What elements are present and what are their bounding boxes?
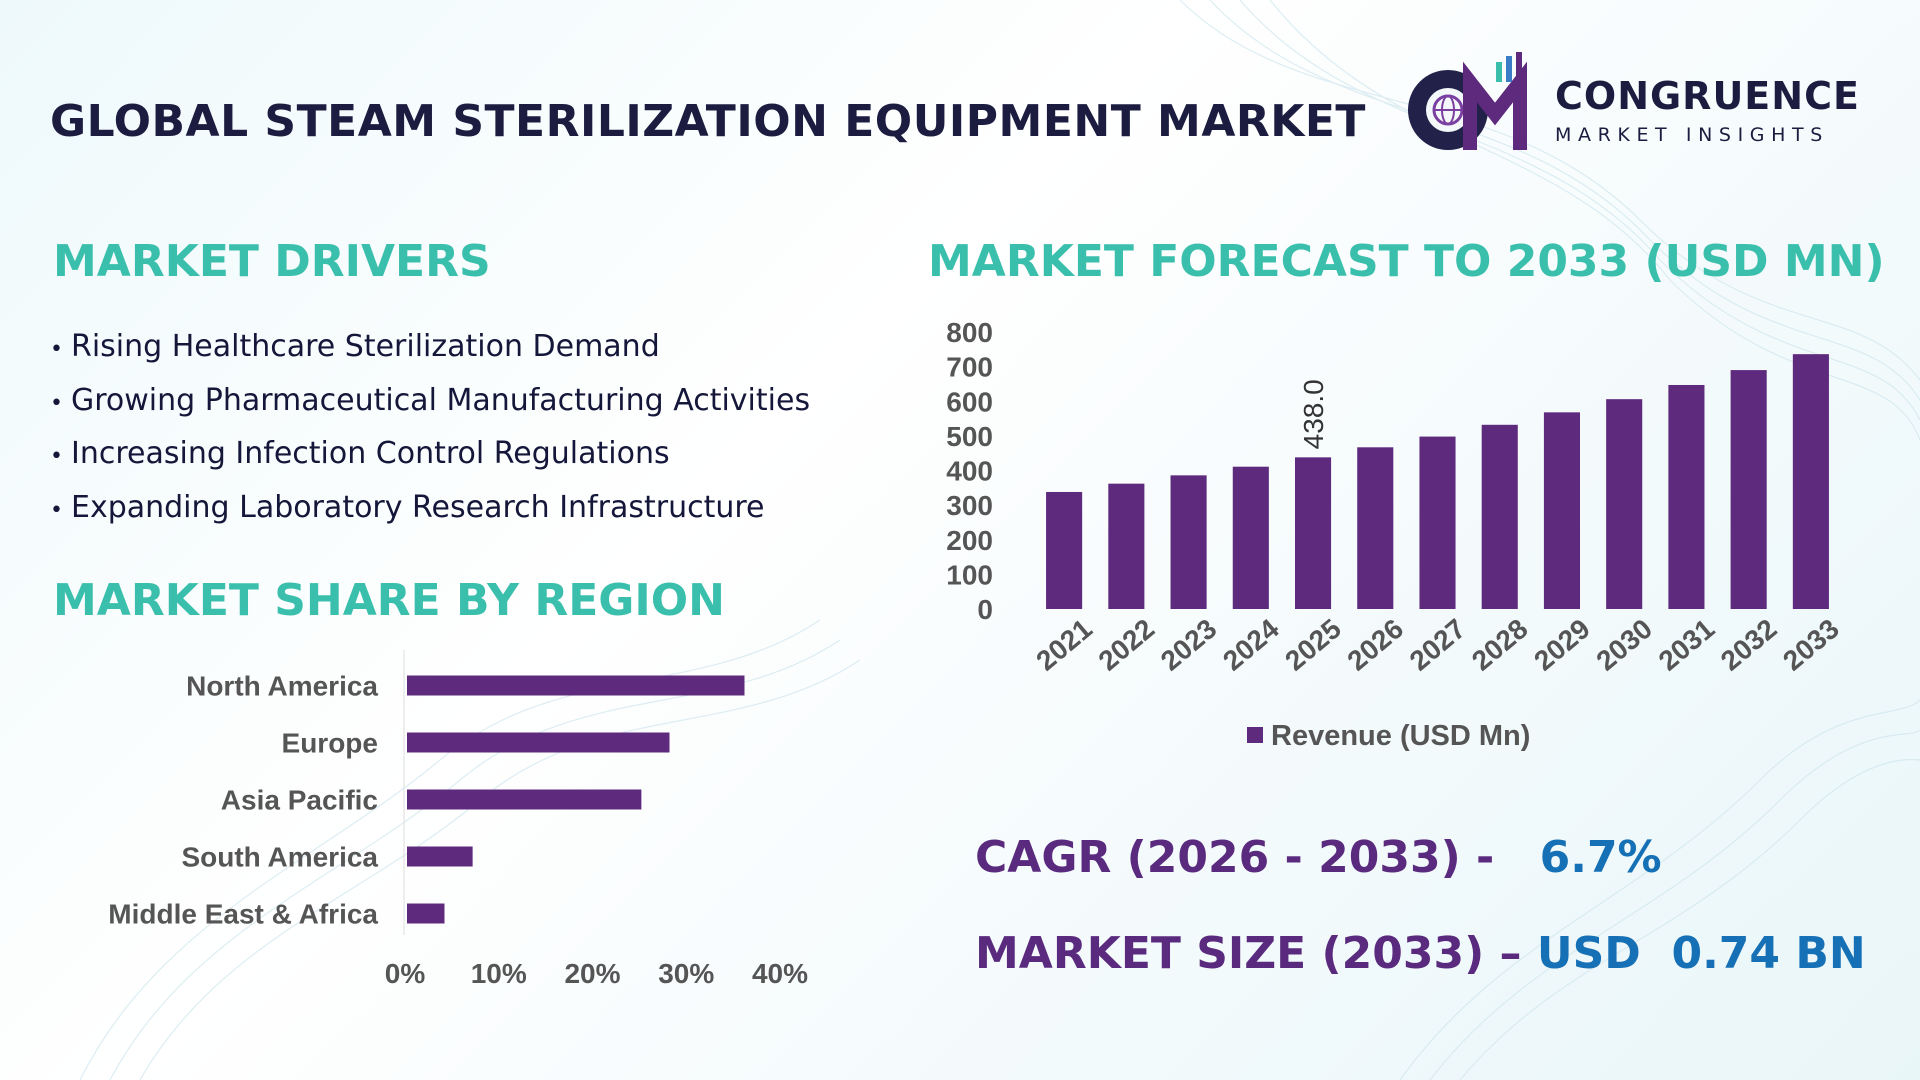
bar bbox=[1543, 412, 1581, 609]
region-label: Europe bbox=[282, 728, 378, 759]
region-bar bbox=[407, 789, 642, 810]
x-tick-label: 20% bbox=[564, 958, 620, 989]
region-bar bbox=[407, 675, 745, 696]
logo-mark-icon bbox=[1408, 52, 1527, 150]
forecast-heading: MARKET FORECAST TO 2033 (USD MN) bbox=[928, 236, 1885, 287]
bar bbox=[1481, 424, 1518, 609]
bar bbox=[1294, 457, 1332, 609]
y-tick-label: 300 bbox=[946, 490, 993, 521]
bar bbox=[1046, 491, 1083, 609]
region-bar bbox=[407, 903, 445, 924]
x-tick-label: 40% bbox=[752, 958, 808, 989]
bar bbox=[1232, 466, 1269, 609]
y-tick-label: 500 bbox=[946, 421, 993, 452]
region-bar bbox=[407, 846, 473, 867]
driver-item: Expanding Laboratory Research Infrastruc… bbox=[50, 481, 810, 535]
x-tick-label: 0% bbox=[385, 958, 426, 989]
cagr-kpi: CAGR (2026 - 2033) - 6.7% bbox=[975, 832, 1662, 883]
drivers-heading: MARKET DRIVERS bbox=[53, 236, 491, 287]
x-tick-label: 30% bbox=[658, 958, 714, 989]
region-label: Asia Pacific bbox=[221, 785, 378, 816]
bar bbox=[1668, 384, 1705, 609]
bar bbox=[1170, 475, 1207, 609]
x-tick-label: 10% bbox=[471, 958, 527, 989]
y-tick-label: 200 bbox=[946, 525, 993, 556]
market-size-label: MARKET SIZE (2033) – bbox=[975, 928, 1522, 979]
bar bbox=[1357, 447, 1394, 609]
y-tick-label: 0 bbox=[977, 594, 993, 625]
region-label: South America bbox=[181, 842, 378, 873]
bar bbox=[1792, 354, 1829, 609]
driver-item: Rising Healthcare Sterilization Demand bbox=[50, 320, 810, 374]
region-heading: MARKET SHARE BY REGION bbox=[53, 575, 725, 626]
cagr-value: 6.7% bbox=[1539, 832, 1662, 883]
driver-item: Increasing Infection Control Regulations bbox=[50, 427, 810, 481]
driver-item: Growing Pharmaceutical Manufacturing Act… bbox=[50, 374, 810, 428]
y-tick-label: 600 bbox=[946, 386, 993, 417]
y-tick-label: 400 bbox=[946, 456, 993, 487]
company-logo: CONGRUENCE MARKET INSIGHTS bbox=[1400, 52, 1880, 162]
y-tick-label: 100 bbox=[946, 559, 993, 590]
bar bbox=[1730, 370, 1767, 609]
market-size-value: USD 0.74 BN bbox=[1536, 928, 1866, 979]
market-size-kpi: MARKET SIZE (2033) – USD 0.74 BN bbox=[975, 928, 1866, 979]
bar bbox=[1419, 436, 1456, 609]
legend-label: Revenue (USD Mn) bbox=[1271, 720, 1530, 752]
bar bbox=[1108, 483, 1145, 609]
y-tick-label: 700 bbox=[946, 352, 993, 383]
region-label: North America bbox=[186, 671, 378, 702]
page-title: GLOBAL STEAM STERILIZATION EQUIPMENT MAR… bbox=[50, 96, 1366, 147]
region-label: Middle East & Africa bbox=[108, 899, 378, 930]
logo-tagline: MARKET INSIGHTS bbox=[1555, 124, 1829, 146]
cagr-label: CAGR (2026 - 2033) - bbox=[975, 832, 1495, 883]
region-bar bbox=[407, 732, 670, 753]
y-tick-label: 800 bbox=[946, 317, 993, 348]
bar bbox=[1606, 399, 1643, 609]
data-label: 438.0 bbox=[1298, 379, 1329, 449]
legend-swatch bbox=[1247, 727, 1263, 743]
drivers-list: Rising Healthcare Sterilization Demand G… bbox=[50, 320, 810, 534]
logo-name: CONGRUENCE bbox=[1555, 74, 1860, 118]
